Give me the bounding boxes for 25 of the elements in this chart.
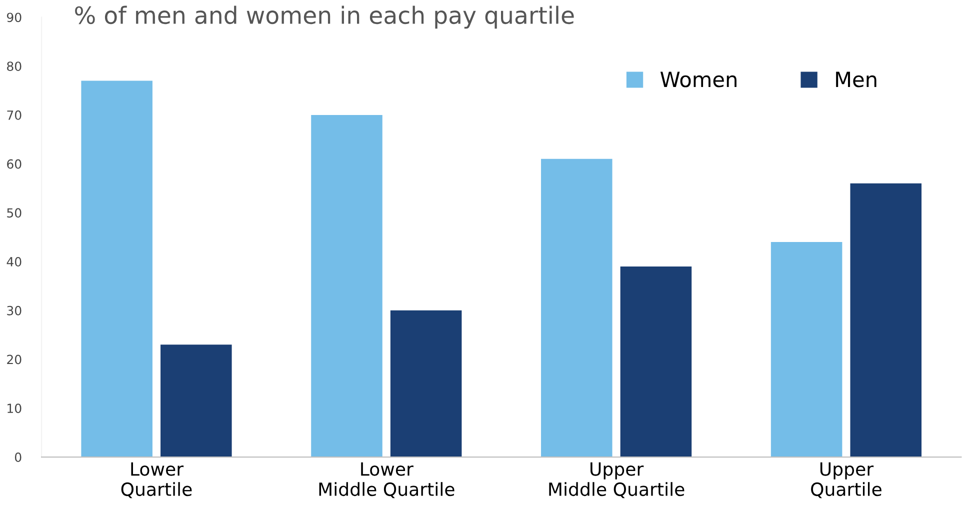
- legend-label: Women: [660, 72, 736, 88]
- bar: [160, 344, 232, 458]
- bar: [541, 158, 612, 458]
- bar: [390, 310, 462, 458]
- y-tick-label: 40: [6, 257, 22, 266]
- bar: [850, 183, 922, 458]
- y-tick-label: 10: [8, 404, 22, 414]
- x-tick-label: Upper Quartile: [811, 462, 882, 498]
- legend-label: Men: [836, 72, 876, 88]
- chart-title: % of men and women in each pay quartile: [75, 6, 574, 29]
- x-tick-label: Lower Quartile: [121, 462, 192, 498]
- bar: [81, 80, 152, 458]
- y-tick-label: 90: [6, 12, 22, 22]
- y-tick-label: 60: [7, 159, 22, 169]
- x-tick-label: Upper Middle Quartile: [549, 462, 684, 498]
- y-tick-label: 50: [7, 208, 22, 218]
- bar: [620, 266, 692, 458]
- y-tick-label: 0: [14, 452, 22, 462]
- x-tick-label: Lower Middle Quartile: [319, 462, 454, 498]
- bar: [311, 114, 382, 458]
- y-tick-label: 80: [7, 62, 22, 72]
- y-tick-label: 20: [7, 354, 22, 364]
- bar: [770, 242, 842, 458]
- y-tick-label: 30: [7, 306, 22, 316]
- y-tick-label: 70: [7, 110, 22, 120]
